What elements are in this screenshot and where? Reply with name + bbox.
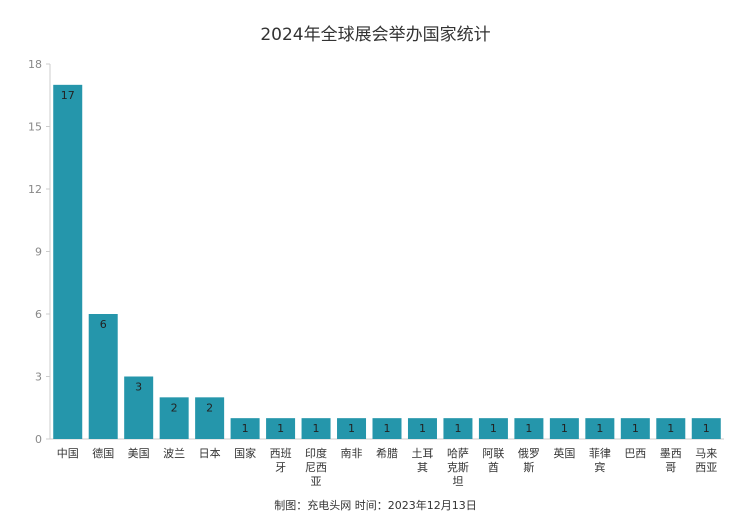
bar xyxy=(230,418,260,439)
chart-title: 2024年全球展会举办国家统计 xyxy=(260,25,491,45)
y-tick-label: 0 xyxy=(35,433,42,446)
bar xyxy=(88,314,118,439)
x-tick-label: 国家 xyxy=(234,446,256,460)
x-tick-label: 波兰 xyxy=(163,447,185,460)
y-tick-label: 3 xyxy=(35,371,42,384)
y-tick-label: 15 xyxy=(28,121,42,134)
data-label: 1 xyxy=(313,422,320,435)
data-label: 1 xyxy=(632,422,639,435)
data-label: 1 xyxy=(561,422,568,435)
x-tick-label: 土耳其 xyxy=(411,447,433,474)
data-label: 1 xyxy=(384,422,391,435)
bar xyxy=(443,418,473,439)
x-tick-label: 马来西亚 xyxy=(695,447,717,474)
y-tick-label: 6 xyxy=(35,308,42,321)
data-label: 2 xyxy=(206,401,213,414)
y-tick-label: 18 xyxy=(28,58,42,71)
bar xyxy=(124,376,154,439)
x-tick-label: 希腊 xyxy=(376,446,398,460)
data-label: 1 xyxy=(525,422,532,435)
y-tick-label: 9 xyxy=(35,246,42,259)
bar xyxy=(337,418,367,439)
bar xyxy=(266,418,296,439)
data-label: 1 xyxy=(454,422,461,435)
x-tick-label: 哈萨克斯坦 xyxy=(447,447,469,488)
data-label: 3 xyxy=(135,381,142,394)
bar xyxy=(195,397,225,439)
bar xyxy=(407,418,437,439)
bar xyxy=(301,418,331,439)
data-label: 1 xyxy=(703,422,710,435)
x-tick-label: 阿联酋 xyxy=(482,447,504,474)
bar xyxy=(585,418,615,439)
data-label: 6 xyxy=(100,318,107,331)
y-tick-label: 12 xyxy=(28,183,42,196)
x-tick-label: 巴西 xyxy=(624,447,646,460)
bar xyxy=(549,418,579,439)
x-tick-label: 菲律宾 xyxy=(589,447,611,474)
bar xyxy=(372,418,402,439)
bar xyxy=(53,84,83,439)
data-labels: 17 6 3 2 2 1 1 1 1 1 1 1 1 1 1 1 1 1 1 xyxy=(61,89,710,435)
x-tick-label: 南非 xyxy=(341,447,363,460)
bars xyxy=(53,84,721,439)
data-label: 1 xyxy=(667,422,674,435)
data-label: 1 xyxy=(242,422,249,435)
bar xyxy=(656,418,686,439)
bar xyxy=(691,418,721,439)
x-tick-label: 美国 xyxy=(128,447,150,460)
bar xyxy=(620,418,650,439)
data-label: 1 xyxy=(348,422,355,435)
x-tick-label: 日本 xyxy=(199,446,221,460)
data-label: 1 xyxy=(277,422,284,435)
bar xyxy=(514,418,544,439)
x-tick-label: 英国 xyxy=(553,446,575,460)
data-label: 2 xyxy=(171,401,178,414)
x-tick-label: 俄罗斯 xyxy=(518,447,540,474)
x-tick-label: 西班牙 xyxy=(270,447,292,474)
data-label: 1 xyxy=(419,422,426,435)
x-tick-label: 墨西哥 xyxy=(660,447,682,474)
bar xyxy=(159,397,189,439)
chart-footer: 制图：充电头网 时间：2023年12月13日 xyxy=(274,499,477,512)
x-tick-label: 印度尼西亚 xyxy=(305,446,327,488)
x-tick-label: 中国 xyxy=(57,447,79,460)
data-label: 17 xyxy=(61,89,75,102)
data-label: 1 xyxy=(596,422,603,435)
data-label: 1 xyxy=(490,422,497,435)
bar xyxy=(478,418,508,439)
x-tick-label: 德国 xyxy=(92,446,114,460)
